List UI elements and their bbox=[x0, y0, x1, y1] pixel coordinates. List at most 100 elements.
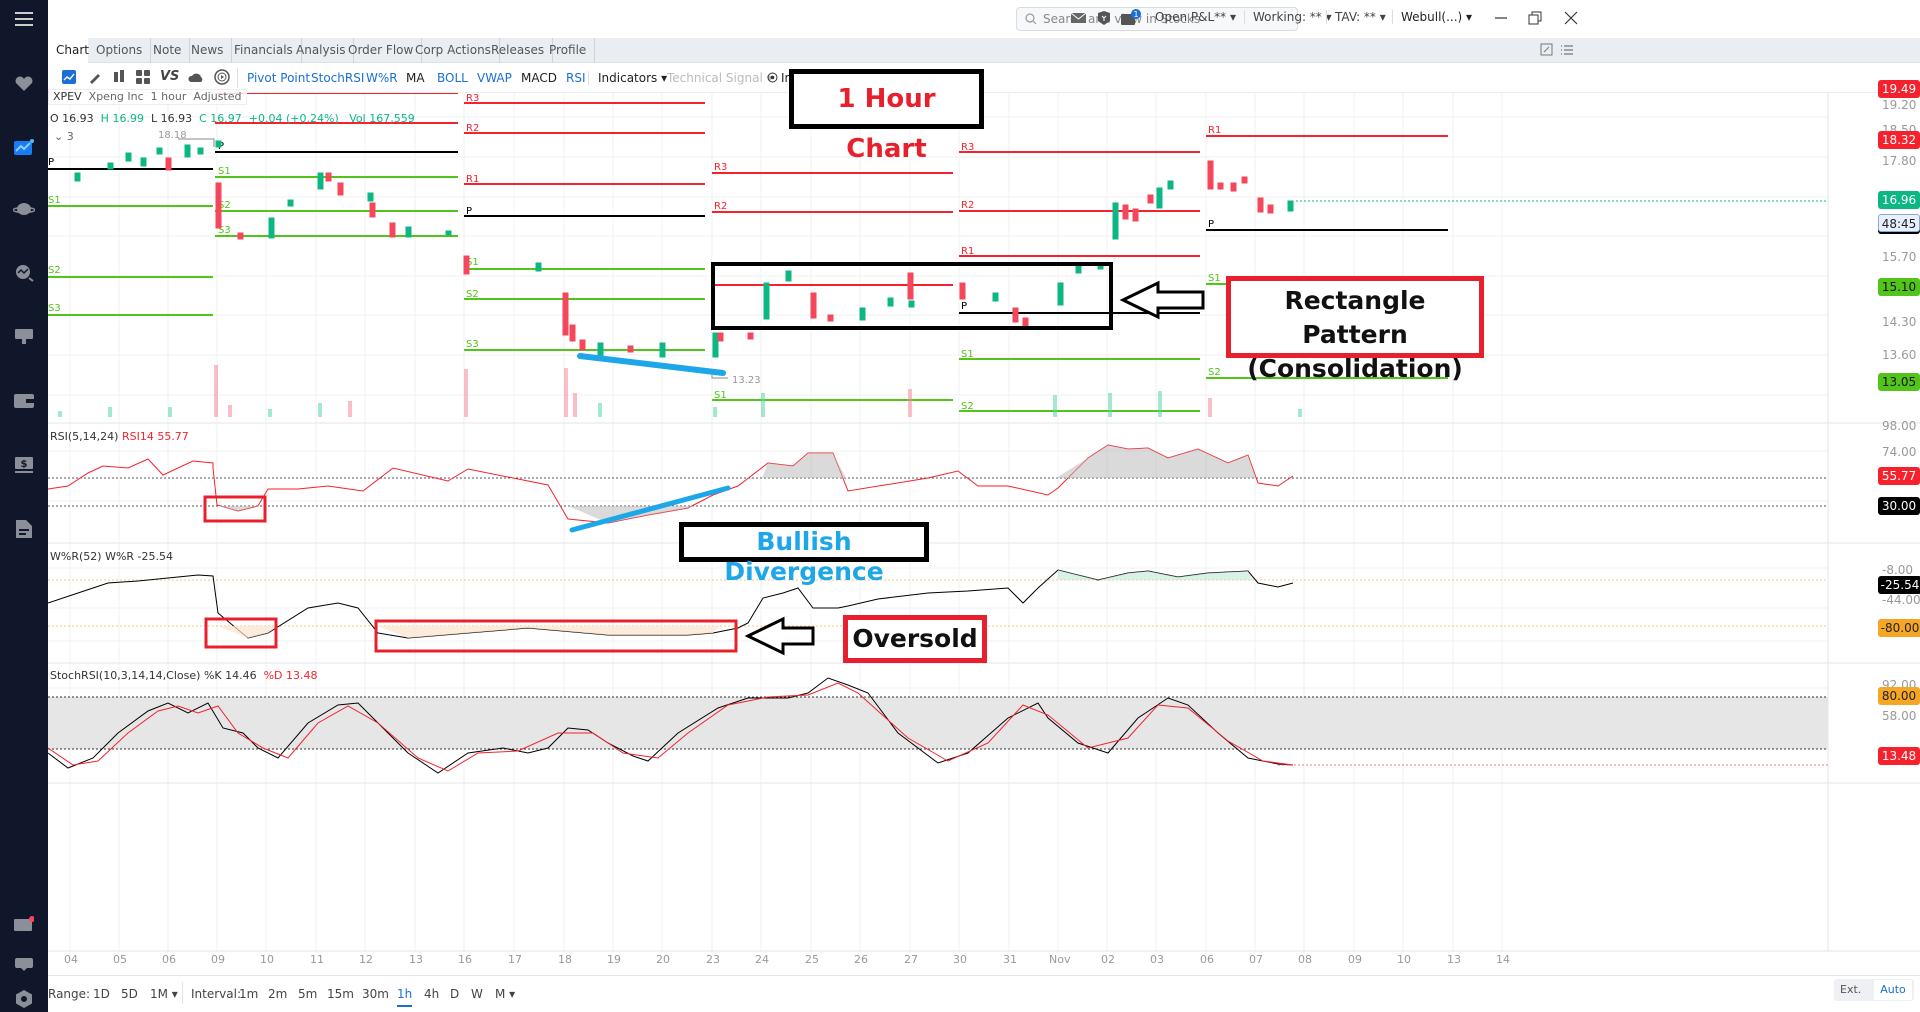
replay-icon[interactable] bbox=[214, 69, 230, 85]
technical-signal-dropdown[interactable]: Technical Signal ▾ bbox=[667, 71, 773, 85]
indicator-settings-icon bbox=[767, 72, 778, 83]
interval-m-dropdown[interactable]: M ▾ bbox=[495, 987, 516, 1001]
tab-order-flow[interactable]: Order Flow bbox=[340, 38, 423, 63]
ohlc-legend: O 16.93 H 16.99 L 16.93 C 16.97 +0.04 (+… bbox=[50, 112, 415, 125]
cloud-icon[interactable] bbox=[188, 70, 204, 84]
list-icon[interactable] bbox=[1560, 43, 1574, 57]
svg-text:S2: S2 bbox=[218, 200, 231, 211]
minimize-icon[interactable] bbox=[1492, 9, 1510, 27]
price-tag-r1: 18.32 bbox=[1878, 131, 1920, 149]
adjustment-label: Adjusted bbox=[193, 90, 242, 103]
interval-30m[interactable]: 30m bbox=[362, 987, 389, 1001]
layout-grid-icon[interactable] bbox=[136, 70, 150, 84]
tab-options[interactable]: Options bbox=[88, 38, 152, 63]
tab-profile[interactable]: Profile bbox=[541, 38, 596, 63]
wr-legend: W%R(52) W%R -25.54 bbox=[50, 550, 173, 563]
chat-icon[interactable] bbox=[12, 954, 36, 976]
close-icon[interactable] bbox=[1562, 9, 1580, 27]
arrow-left-icon bbox=[1119, 280, 1205, 320]
working-dropdown[interactable]: Working: ** ▾ bbox=[1244, 10, 1332, 24]
trade-icon[interactable] bbox=[12, 326, 36, 348]
collapse-indicators-toggle[interactable]: ⌄ 3 bbox=[54, 130, 74, 143]
interval-d[interactable]: D bbox=[450, 987, 460, 1001]
interval-4h[interactable]: 4h bbox=[424, 987, 440, 1001]
axis-label: -8.00 bbox=[1882, 563, 1914, 577]
rectangle-pattern-box bbox=[711, 262, 1113, 330]
tab-bar: Chart Options Note News Financials Analy… bbox=[48, 38, 1920, 63]
indicator-wr[interactable]: W%R bbox=[366, 71, 398, 85]
indicator-pivot-point[interactable]: Pivot Point bbox=[247, 71, 311, 85]
volume-bars bbox=[58, 365, 1302, 417]
interval-2m[interactable]: 2m bbox=[268, 987, 288, 1001]
axis-label: -44.00 bbox=[1882, 593, 1920, 607]
indicator-boll[interactable]: BOLL bbox=[437, 71, 468, 85]
range-5d[interactable]: 5D bbox=[121, 987, 138, 1001]
interval-1m[interactable]: 1m bbox=[239, 987, 259, 1001]
account-dollar-icon[interactable]: $ bbox=[12, 454, 36, 476]
interval-label: Interval: bbox=[191, 987, 241, 1001]
folder-notification-icon[interactable]: 1 bbox=[1120, 9, 1142, 27]
tab-news[interactable]: News bbox=[183, 38, 233, 63]
mail-icon[interactable] bbox=[1070, 9, 1088, 27]
restore-icon[interactable] bbox=[1526, 9, 1544, 27]
wr-value-tag: -25.54 bbox=[1878, 576, 1920, 594]
x-axis: 04 05 06 09 10 11 12 13 16 17 18 19 20 2… bbox=[64, 953, 1510, 966]
draw-pencil-icon[interactable] bbox=[88, 70, 102, 84]
tab-financials[interactable]: Financials bbox=[226, 38, 302, 63]
chart-area[interactable]: P S1 S2 S3 R2 P S1 S2 S3 R3 R2 R1 P S1 S2 S3 R3 R2 S1 R… bbox=[48, 69, 1920, 973]
indicator-rsi[interactable]: RSI bbox=[566, 71, 586, 85]
messages-icon[interactable] bbox=[12, 913, 36, 935]
tab-analysis[interactable]: Analysis bbox=[288, 38, 355, 63]
divider bbox=[182, 982, 183, 1004]
tab-releases[interactable]: Releases bbox=[483, 38, 554, 63]
document-icon[interactable] bbox=[12, 518, 36, 540]
price-tag-last: 16.96 bbox=[1878, 191, 1920, 209]
svg-text:R1: R1 bbox=[961, 246, 974, 257]
account-dropdown[interactable]: Webull(...) ▾ bbox=[1392, 10, 1472, 24]
price-tag-s1: 15.10 bbox=[1878, 278, 1920, 296]
indicators-dropdown[interactable]: Indicators ▾ bbox=[598, 71, 668, 85]
rsi-value-tag: 55.77 bbox=[1878, 467, 1920, 485]
company-name: Xpeng Inc bbox=[88, 90, 144, 103]
range-1d[interactable]: 1D bbox=[93, 987, 110, 1001]
tab-corp-actions[interactable]: Corp Actions bbox=[407, 38, 500, 63]
auto-button[interactable]: Auto bbox=[1874, 980, 1912, 1000]
scale-toggle: Ext. Auto bbox=[1834, 979, 1914, 1001]
indicator-vwap[interactable]: VWAP bbox=[477, 71, 512, 85]
symbol-legend[interactable]: XPEV Xpeng Inc 1 hour Adjusted bbox=[48, 89, 247, 105]
svg-text:S1: S1 bbox=[48, 195, 61, 206]
svg-text:S1: S1 bbox=[466, 257, 479, 268]
top-bar: Search and view in Stocks 1 Open P&L** ▾… bbox=[48, 0, 1920, 38]
settings-icon[interactable] bbox=[12, 988, 36, 1010]
indicator-ma[interactable]: MA bbox=[406, 71, 425, 85]
indicator-macd[interactable]: MACD bbox=[521, 71, 557, 85]
shield-icon[interactable] bbox=[1096, 9, 1114, 27]
interval-15m[interactable]: 15m bbox=[327, 987, 354, 1001]
tab-chart[interactable]: Chart bbox=[48, 38, 89, 63]
watchlist-heart-icon[interactable] bbox=[12, 73, 36, 95]
countdown-tag: 48:45 bbox=[1878, 214, 1920, 232]
interval-w[interactable]: W bbox=[471, 987, 483, 1001]
candlestick-icon[interactable] bbox=[112, 69, 126, 85]
range-1m-dropdown[interactable]: 1M ▾ bbox=[150, 987, 178, 1001]
ext-button[interactable]: Ext. bbox=[1840, 983, 1862, 996]
chart-canvas[interactable]: P S1 S2 S3 R2 P S1 S2 S3 R3 R2 R1 P S1 S2 S3 R3 R2 S1 R… bbox=[48, 93, 1920, 973]
screener-icon[interactable] bbox=[12, 262, 36, 284]
chart-type-icon[interactable] bbox=[62, 70, 76, 84]
wallet-icon[interactable] bbox=[12, 390, 36, 412]
tav-dropdown[interactable]: TAV: ** ▾ bbox=[1326, 10, 1386, 24]
chart-icon[interactable] bbox=[12, 136, 36, 158]
annotation-chart-title: 1 Hour Chart bbox=[789, 69, 984, 164]
tab-note[interactable]: Note bbox=[145, 38, 191, 63]
interval-1h[interactable]: 1h bbox=[397, 987, 413, 1007]
menu-icon[interactable] bbox=[12, 8, 36, 30]
screenshot-icon[interactable] bbox=[1540, 43, 1554, 57]
svg-text:P: P bbox=[48, 157, 54, 168]
compare-vs-icon[interactable]: VS bbox=[160, 69, 180, 84]
interval-5m[interactable]: 5m bbox=[298, 987, 318, 1001]
open-pl-dropdown[interactable]: Open P&L** ▾ bbox=[1155, 10, 1236, 24]
wr-oversold-tag: -80.00 bbox=[1878, 619, 1920, 637]
markets-planet-icon[interactable] bbox=[12, 198, 36, 220]
indicator-stochrsi[interactable]: StochRSI bbox=[311, 71, 365, 85]
svg-text:S3: S3 bbox=[218, 225, 231, 236]
